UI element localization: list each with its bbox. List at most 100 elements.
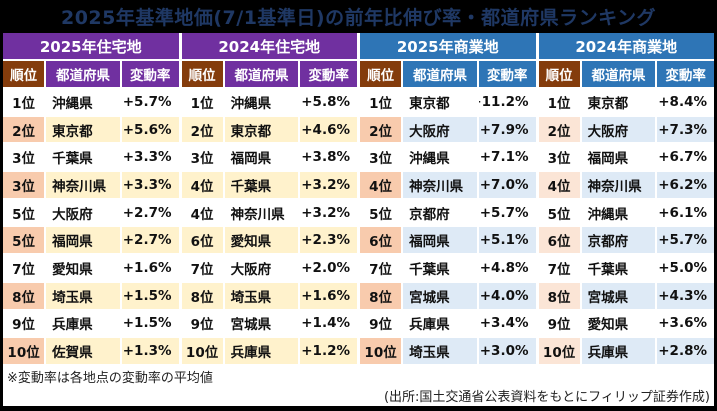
cell-rank: 5位 — [538, 199, 580, 226]
table-area: 2025年住宅地 順位 都道府県 変動率 1位 沖縄県 +5.7% 2位 東京都 +5.6… — [3, 33, 714, 406]
cell-pref: 沖縄県 — [224, 89, 299, 115]
cell-pref: 佐賀県 — [46, 338, 120, 364]
cell-rate: +1.5% — [121, 310, 179, 337]
cell-rate: +1.6% — [121, 255, 179, 281]
cell-rank: 9位 — [3, 310, 45, 337]
cell-pref: 沖縄県 — [46, 89, 120, 115]
cell-pref: 兵庫県 — [46, 310, 120, 337]
prefecture-column-header: 都道府県 — [224, 61, 299, 87]
cell-rank: 10位 — [538, 338, 580, 364]
cell-rate: +1.3% — [121, 338, 179, 364]
cell-pref: 大阪府 — [403, 116, 477, 143]
cell-rank: 9位 — [538, 310, 580, 337]
cell-rank: 10位 — [3, 338, 45, 364]
cell-rank: 5位 — [3, 227, 45, 254]
cell-rate: +6.1% — [657, 199, 714, 226]
cell-pref: 千葉県 — [403, 255, 477, 281]
cell-rate: +7.9% — [478, 116, 536, 143]
cell-rank: 9位 — [181, 310, 223, 337]
group-rows: 1位 沖縄県 +5.8% 2位 東京都 +4.6% 3位 福岡県 +3.8% 4位 千葉県 +3.2%… — [181, 89, 357, 364]
cell-rank: 6位 — [181, 227, 223, 254]
cell-rate: +3.3% — [121, 144, 179, 171]
rate-column-header: 変動率 — [478, 61, 536, 87]
cell-rank: 6位 — [538, 227, 580, 254]
cell-pref: 神奈川県 — [46, 172, 120, 198]
cell-rank: 4位 — [538, 172, 580, 198]
cell-rank: 8位 — [3, 282, 45, 309]
rank-column-header: 順位 — [181, 61, 223, 87]
cell-pref: 埼玉県 — [403, 338, 477, 364]
cell-rank: 4位 — [181, 172, 223, 198]
rate-column-header: 変動率 — [300, 61, 357, 87]
cell-rank: 1位 — [181, 89, 223, 115]
group-2024-commercial: 2024年商業地 順位 都道府県 変動率 1位 東京都 +8.4% 2位 大阪府 +7.3… — [538, 33, 714, 364]
cell-rate: +5.6% — [121, 116, 179, 143]
column-headers: 順位 都道府県 変動率 — [3, 61, 179, 87]
cell-rank: 3位 — [181, 144, 223, 171]
cell-pref: 神奈川県 — [403, 172, 477, 198]
cell-pref: 福岡県 — [224, 144, 299, 171]
cell-rate: +4.8% — [478, 255, 536, 281]
cell-rate: +2.0% — [300, 255, 357, 281]
ranking-groups: 2025年住宅地 順位 都道府県 変動率 1位 沖縄県 +5.7% 2位 東京都 +5.6… — [3, 33, 714, 364]
cell-pref: 東京都 — [46, 116, 120, 143]
cell-rank: 7位 — [360, 255, 402, 281]
cell-rate: +3.0% — [478, 338, 536, 364]
cell-rate: +3.3% — [121, 172, 179, 198]
cell-pref: 神奈川県 — [581, 172, 656, 198]
column-headers: 順位 都道府県 変動率 — [538, 61, 714, 87]
rate-column-header: 変動率 — [657, 61, 714, 87]
source-note: (出所:国土交通省公表資料をもとにフィリップ証券作成) — [383, 389, 710, 405]
group-header: 2025年住宅地 — [3, 33, 179, 59]
cell-pref: 千葉県 — [224, 172, 299, 198]
cell-pref: 千葉県 — [46, 144, 120, 171]
cell-rank: 3位 — [3, 172, 45, 198]
group-header: 2024年住宅地 — [181, 33, 357, 59]
cell-rank: 2位 — [181, 116, 223, 143]
cell-rate: +7.3% — [657, 116, 714, 143]
cell-rate: +5.7% — [121, 89, 179, 115]
cell-rate: +5.7% — [657, 227, 714, 254]
prefecture-column-header: 都道府県 — [46, 61, 120, 87]
rate-column-header: 変動率 — [121, 61, 179, 87]
column-headers: 順位 都道府県 変動率 — [181, 61, 357, 87]
cell-rate: +8.4% — [657, 89, 714, 115]
cell-pref: 兵庫県 — [224, 338, 299, 364]
group-2025-commercial: 2025年商業地 順位 都道府県 変動率 1位東京都+11.2%2位大阪府+7.… — [360, 33, 536, 364]
title-bar: 2025年基準地価(7/1基準日)の前年比伸び率・都道府県ランキング — [3, 0, 714, 33]
cell-rate: +5.8% — [300, 89, 357, 115]
cell-rank: 3位 — [360, 144, 402, 171]
group-2024-residential: 2024年住宅地 順位 都道府県 変動率 1位 沖縄県 +5.8% 2位 東京都 +4.6… — [181, 33, 357, 364]
cell-rate: +2.7% — [121, 227, 179, 254]
cell-rank: 7位 — [181, 255, 223, 281]
group-2025-residential: 2025年住宅地 順位 都道府県 変動率 1位 沖縄県 +5.7% 2位 東京都 +5.6… — [3, 33, 179, 364]
cell-rate: +3.2% — [300, 172, 357, 198]
cell-rank: 1位 — [538, 89, 580, 115]
group-rows: 1位 沖縄県 +5.7% 2位 東京都 +5.6% 3位 千葉県 +3.3% 3位 神奈川県 +3.3… — [3, 89, 179, 364]
cell-pref: 大阪府 — [224, 255, 299, 281]
cell-rate: +3.8% — [300, 144, 357, 171]
cell-rank: 2位 — [3, 116, 45, 143]
cell-pref: 福岡県 — [403, 227, 477, 254]
cell-rate: +3.6% — [657, 310, 714, 337]
cell-rate: +5.1% — [478, 227, 536, 254]
cell-rate: +3.2% — [300, 199, 357, 226]
cell-rate: +4.6% — [300, 116, 357, 143]
cell-pref: 福岡県 — [581, 144, 656, 171]
page-title: 2025年基準地価(7/1基準日)の前年比伸び率・都道府県ランキング — [60, 7, 657, 29]
cell-rank: 10位 — [181, 338, 223, 364]
cell-pref: 千葉県 — [581, 255, 656, 281]
cell-rate: +1.5% — [121, 282, 179, 309]
cell-rate: +2.3% — [300, 227, 357, 254]
cell-pref: 東京都 — [403, 89, 477, 115]
table-footer: ※変動率は各地点の変動率の平均値 (出所:国土交通省公表資料をもとにフィリップ証… — [3, 363, 714, 406]
cell-pref: 福岡県 — [46, 227, 120, 254]
cell-rank: 2位 — [360, 116, 402, 143]
cell-rate: +5.7% — [478, 199, 536, 226]
cell-rate: +2.7% — [121, 199, 179, 226]
cell-pref: 大阪府 — [46, 199, 120, 226]
column-headers: 順位 都道府県 変動率 — [360, 61, 536, 87]
prefecture-column-header: 都道府県 — [581, 61, 656, 87]
cell-rank: 1位 — [3, 89, 45, 115]
cell-pref: 沖縄県 — [581, 199, 656, 226]
